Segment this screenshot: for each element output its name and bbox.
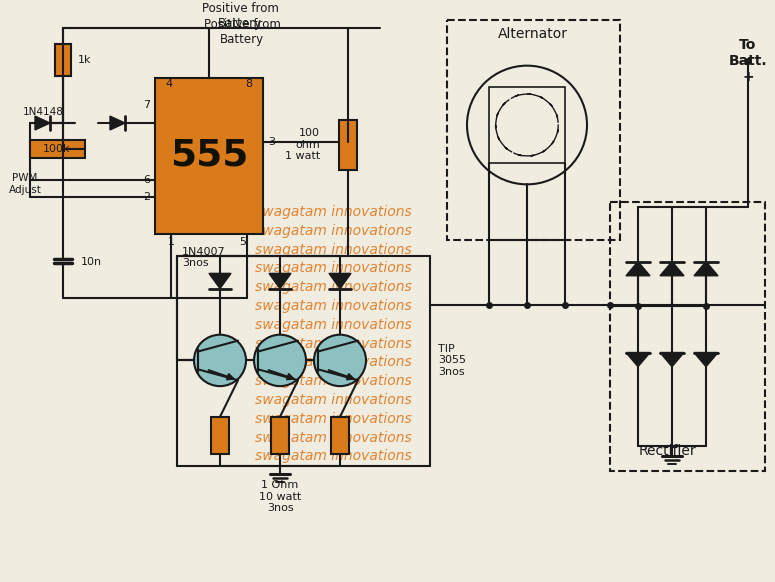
Text: 1 Ohm
10 watt
3nos: 1 Ohm 10 watt 3nos — [259, 480, 301, 513]
Text: swagatam innovations: swagatam innovations — [255, 374, 412, 388]
Text: To
Batt.
+: To Batt. + — [728, 38, 767, 84]
Text: swagatam innovations: swagatam innovations — [255, 299, 412, 313]
Text: swagatam innovations: swagatam innovations — [255, 280, 412, 294]
Text: swagatam innovations: swagatam innovations — [255, 449, 412, 463]
Text: swagatam innovations: swagatam innovations — [255, 205, 412, 219]
Bar — [55, 44, 71, 76]
Bar — [271, 417, 289, 455]
Text: 4: 4 — [165, 80, 173, 90]
Text: 10n: 10n — [81, 257, 102, 267]
Bar — [30, 140, 85, 158]
Text: Rectifier: Rectifier — [638, 445, 696, 459]
Circle shape — [194, 335, 246, 386]
Text: swagatam innovations: swagatam innovations — [255, 356, 412, 370]
Text: Positive from
Battery: Positive from Battery — [202, 2, 278, 30]
Bar — [339, 120, 357, 169]
Text: Alternator: Alternator — [498, 27, 568, 41]
Text: swagatam innovations: swagatam innovations — [255, 243, 412, 257]
Text: swagatam innovations: swagatam innovations — [255, 224, 412, 238]
Text: swagatam innovations: swagatam innovations — [255, 393, 412, 407]
Polygon shape — [626, 261, 650, 276]
Text: 1: 1 — [167, 237, 174, 247]
Bar — [155, 77, 263, 234]
Text: Positive from
Battery: Positive from Battery — [204, 18, 281, 46]
Polygon shape — [110, 116, 125, 130]
Bar — [610, 202, 765, 471]
Polygon shape — [209, 274, 231, 289]
Text: swagatam innovations: swagatam innovations — [255, 431, 412, 445]
Text: 5: 5 — [239, 237, 246, 247]
Text: 1N4007
3nos: 1N4007 3nos — [182, 247, 226, 268]
Text: 8: 8 — [246, 80, 253, 90]
Bar — [331, 417, 349, 455]
Text: 555: 555 — [170, 138, 248, 173]
Text: 6: 6 — [143, 175, 150, 186]
Polygon shape — [329, 274, 351, 289]
Polygon shape — [660, 261, 684, 276]
Text: swagatam innovations: swagatam innovations — [255, 336, 412, 350]
Text: swagatam innovations: swagatam innovations — [255, 318, 412, 332]
Text: PWM
Adjust: PWM Adjust — [9, 173, 41, 195]
Text: 2: 2 — [143, 192, 150, 202]
Text: 1k: 1k — [78, 55, 91, 65]
Text: swagatam innovations: swagatam innovations — [255, 261, 412, 275]
Polygon shape — [694, 353, 718, 367]
Polygon shape — [660, 353, 684, 367]
Circle shape — [254, 335, 306, 386]
Bar — [489, 87, 565, 162]
Polygon shape — [626, 353, 650, 367]
Text: 3: 3 — [268, 137, 275, 147]
Text: TIP
3055
3nos: TIP 3055 3nos — [438, 344, 466, 377]
Text: swagatam innovations: swagatam innovations — [255, 412, 412, 426]
Bar — [447, 20, 620, 240]
Bar — [211, 417, 229, 455]
Polygon shape — [269, 274, 291, 289]
Polygon shape — [694, 261, 718, 276]
Text: 100
ohm
1 watt: 100 ohm 1 watt — [284, 128, 320, 161]
Text: 100k: 100k — [43, 144, 71, 154]
Text: 7: 7 — [143, 100, 150, 110]
Text: 1N4148: 1N4148 — [22, 107, 64, 117]
Circle shape — [314, 335, 366, 386]
Polygon shape — [35, 116, 50, 130]
